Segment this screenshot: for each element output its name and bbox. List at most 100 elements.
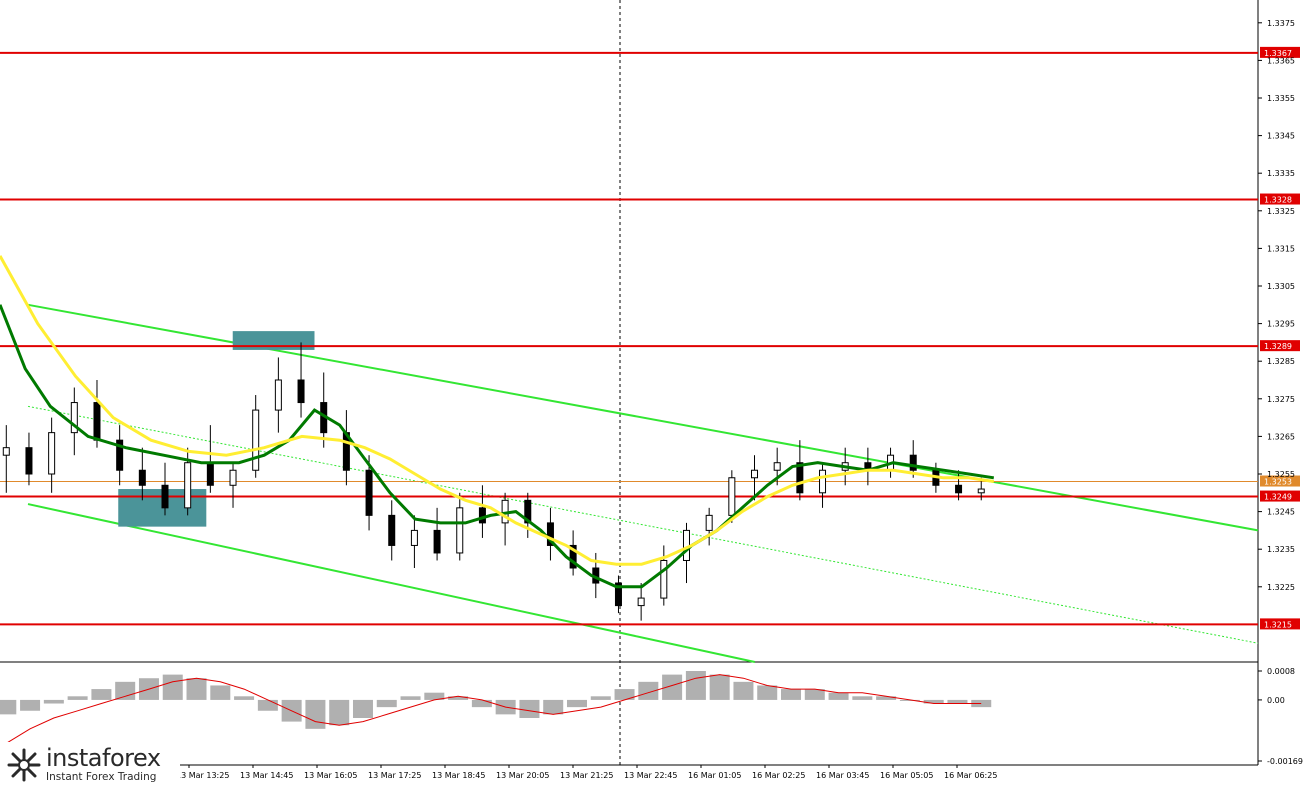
- candle-body: [433, 529, 441, 554]
- candle-body: [25, 447, 33, 475]
- price-tick-label: 1.3295: [1267, 320, 1295, 329]
- candle-body: [955, 484, 963, 494]
- histogram-bar: [186, 678, 207, 700]
- oscillator-tick-label: 0.00: [1267, 696, 1285, 705]
- histogram-bar: [20, 699, 41, 711]
- oscillator-panel: 0.0008 0.00 -0.00169: [0, 667, 1303, 766]
- candle-body: [614, 582, 622, 607]
- candle-body: [48, 432, 56, 475]
- histogram-bar: [0, 699, 17, 715]
- candle-body: [138, 469, 146, 486]
- price-tick-label: 1.3265: [1267, 432, 1295, 441]
- candle-body: [2, 447, 10, 456]
- price-tick-label: 1.3325: [1267, 207, 1295, 216]
- price-tick-label: 1.3365: [1267, 56, 1295, 65]
- candle-body: [410, 529, 418, 546]
- price-tick-label: 1.3225: [1267, 583, 1295, 592]
- histogram-bar: [329, 699, 350, 726]
- level-badge-label: 1.3215: [1264, 620, 1292, 629]
- histogram-bar: [210, 685, 231, 700]
- price-tick-label: 1.3305: [1267, 282, 1295, 291]
- candle-body: [116, 439, 124, 471]
- histogram-bar: [67, 696, 88, 700]
- time-tick-label: 16 Mar 01:05: [688, 771, 741, 780]
- time-tick-label: 13 Mar 20:05: [496, 771, 549, 780]
- level-badge: [1260, 490, 1300, 502]
- histogram-bar: [685, 671, 706, 700]
- level-badge: [1260, 340, 1300, 352]
- brand-name: instaforex: [46, 744, 161, 773]
- candle-body: [161, 484, 169, 509]
- price-tick-label: 1.3285: [1267, 357, 1295, 366]
- histogram-bar: [376, 699, 397, 708]
- price-tick-label: 1.3355: [1267, 94, 1295, 103]
- candle-body: [773, 462, 781, 471]
- candlesticks: [2, 342, 985, 621]
- candle-body: [297, 379, 305, 404]
- current-price-label: 1.3253: [1264, 478, 1292, 487]
- instaforex-logo-mark-icon: [7, 748, 41, 781]
- signal-line: [6, 674, 982, 744]
- histogram-bar: [400, 696, 421, 700]
- candle-body: [70, 402, 78, 434]
- histogram-bar: [638, 681, 659, 700]
- histogram-bar: [566, 699, 587, 708]
- histogram-bar: [804, 689, 825, 700]
- level-badge-label: 1.3289: [1264, 342, 1292, 351]
- candle-body: [229, 469, 237, 486]
- moving-averages: [0, 255, 995, 589]
- histogram-bar: [781, 689, 802, 700]
- histogram-bar: [91, 689, 112, 700]
- channel-lower-line: [27, 503, 756, 663]
- instaforex-logo: instaforex Instant Forex Trading: [0, 742, 180, 787]
- current-price-badge: [1260, 475, 1300, 487]
- histogram-bar: [519, 699, 540, 718]
- histogram-bar: [899, 699, 920, 701]
- candle-body: [751, 469, 759, 479]
- histogram-bar: [448, 696, 469, 700]
- level-badge: [1260, 46, 1300, 58]
- level-badge-label: 1.3249: [1264, 493, 1292, 502]
- candle-body: [206, 462, 214, 486]
- time-tick-label: 13 Mar 22:45: [624, 771, 677, 780]
- candle-body: [796, 462, 804, 494]
- candle-body: [456, 507, 464, 554]
- price-tick-label: 1.3375: [1267, 19, 1295, 28]
- candle-body: [546, 522, 554, 546]
- price-tick-label: 1.3245: [1267, 508, 1295, 517]
- price-tick-label: 1.3235: [1267, 545, 1295, 554]
- level-badge: [1260, 193, 1300, 205]
- candle-body: [274, 379, 282, 411]
- candle-body: [660, 559, 668, 599]
- time-tick-label: 16 Mar 05:05: [880, 771, 933, 780]
- histogram-bar: [305, 699, 326, 729]
- candle-body: [705, 514, 713, 531]
- candle-body: [184, 462, 192, 509]
- moving-average-slow: [0, 255, 995, 566]
- candle-body: [252, 409, 260, 471]
- candle-body: [365, 469, 373, 516]
- histogram-bar: [709, 674, 730, 700]
- histogram-bar: [234, 696, 255, 700]
- moving-average-fast: [0, 304, 995, 589]
- level-badge-label: 1.3328: [1264, 196, 1292, 205]
- histogram-bar: [828, 692, 849, 700]
- oscillator-tick-label: -0.00169: [1267, 757, 1303, 766]
- candle-body: [637, 597, 645, 607]
- channel-mid-line: [27, 405, 1259, 644]
- time-tick-label: 13 Mar 17:25: [368, 771, 421, 780]
- histogram-bar: [115, 681, 136, 700]
- histogram-bar: [543, 699, 564, 715]
- price-tick-label: 1.3275: [1267, 395, 1295, 404]
- candle-body: [93, 402, 101, 441]
- time-tick-label: 13 Mar 13:25: [176, 771, 229, 780]
- candle-body: [728, 477, 736, 516]
- histogram-bar: [162, 674, 183, 700]
- histogram-bar: [876, 696, 897, 700]
- time-axis: 13 Mar 13:25 13 Mar 14:45 13 Mar 16:05 13 M…: [176, 765, 997, 780]
- oscillator-tick-label: 0.0008: [1267, 667, 1295, 676]
- histogram-bar: [43, 699, 64, 704]
- candle-body: [388, 514, 396, 546]
- price-tick-label: 1.3345: [1267, 132, 1295, 141]
